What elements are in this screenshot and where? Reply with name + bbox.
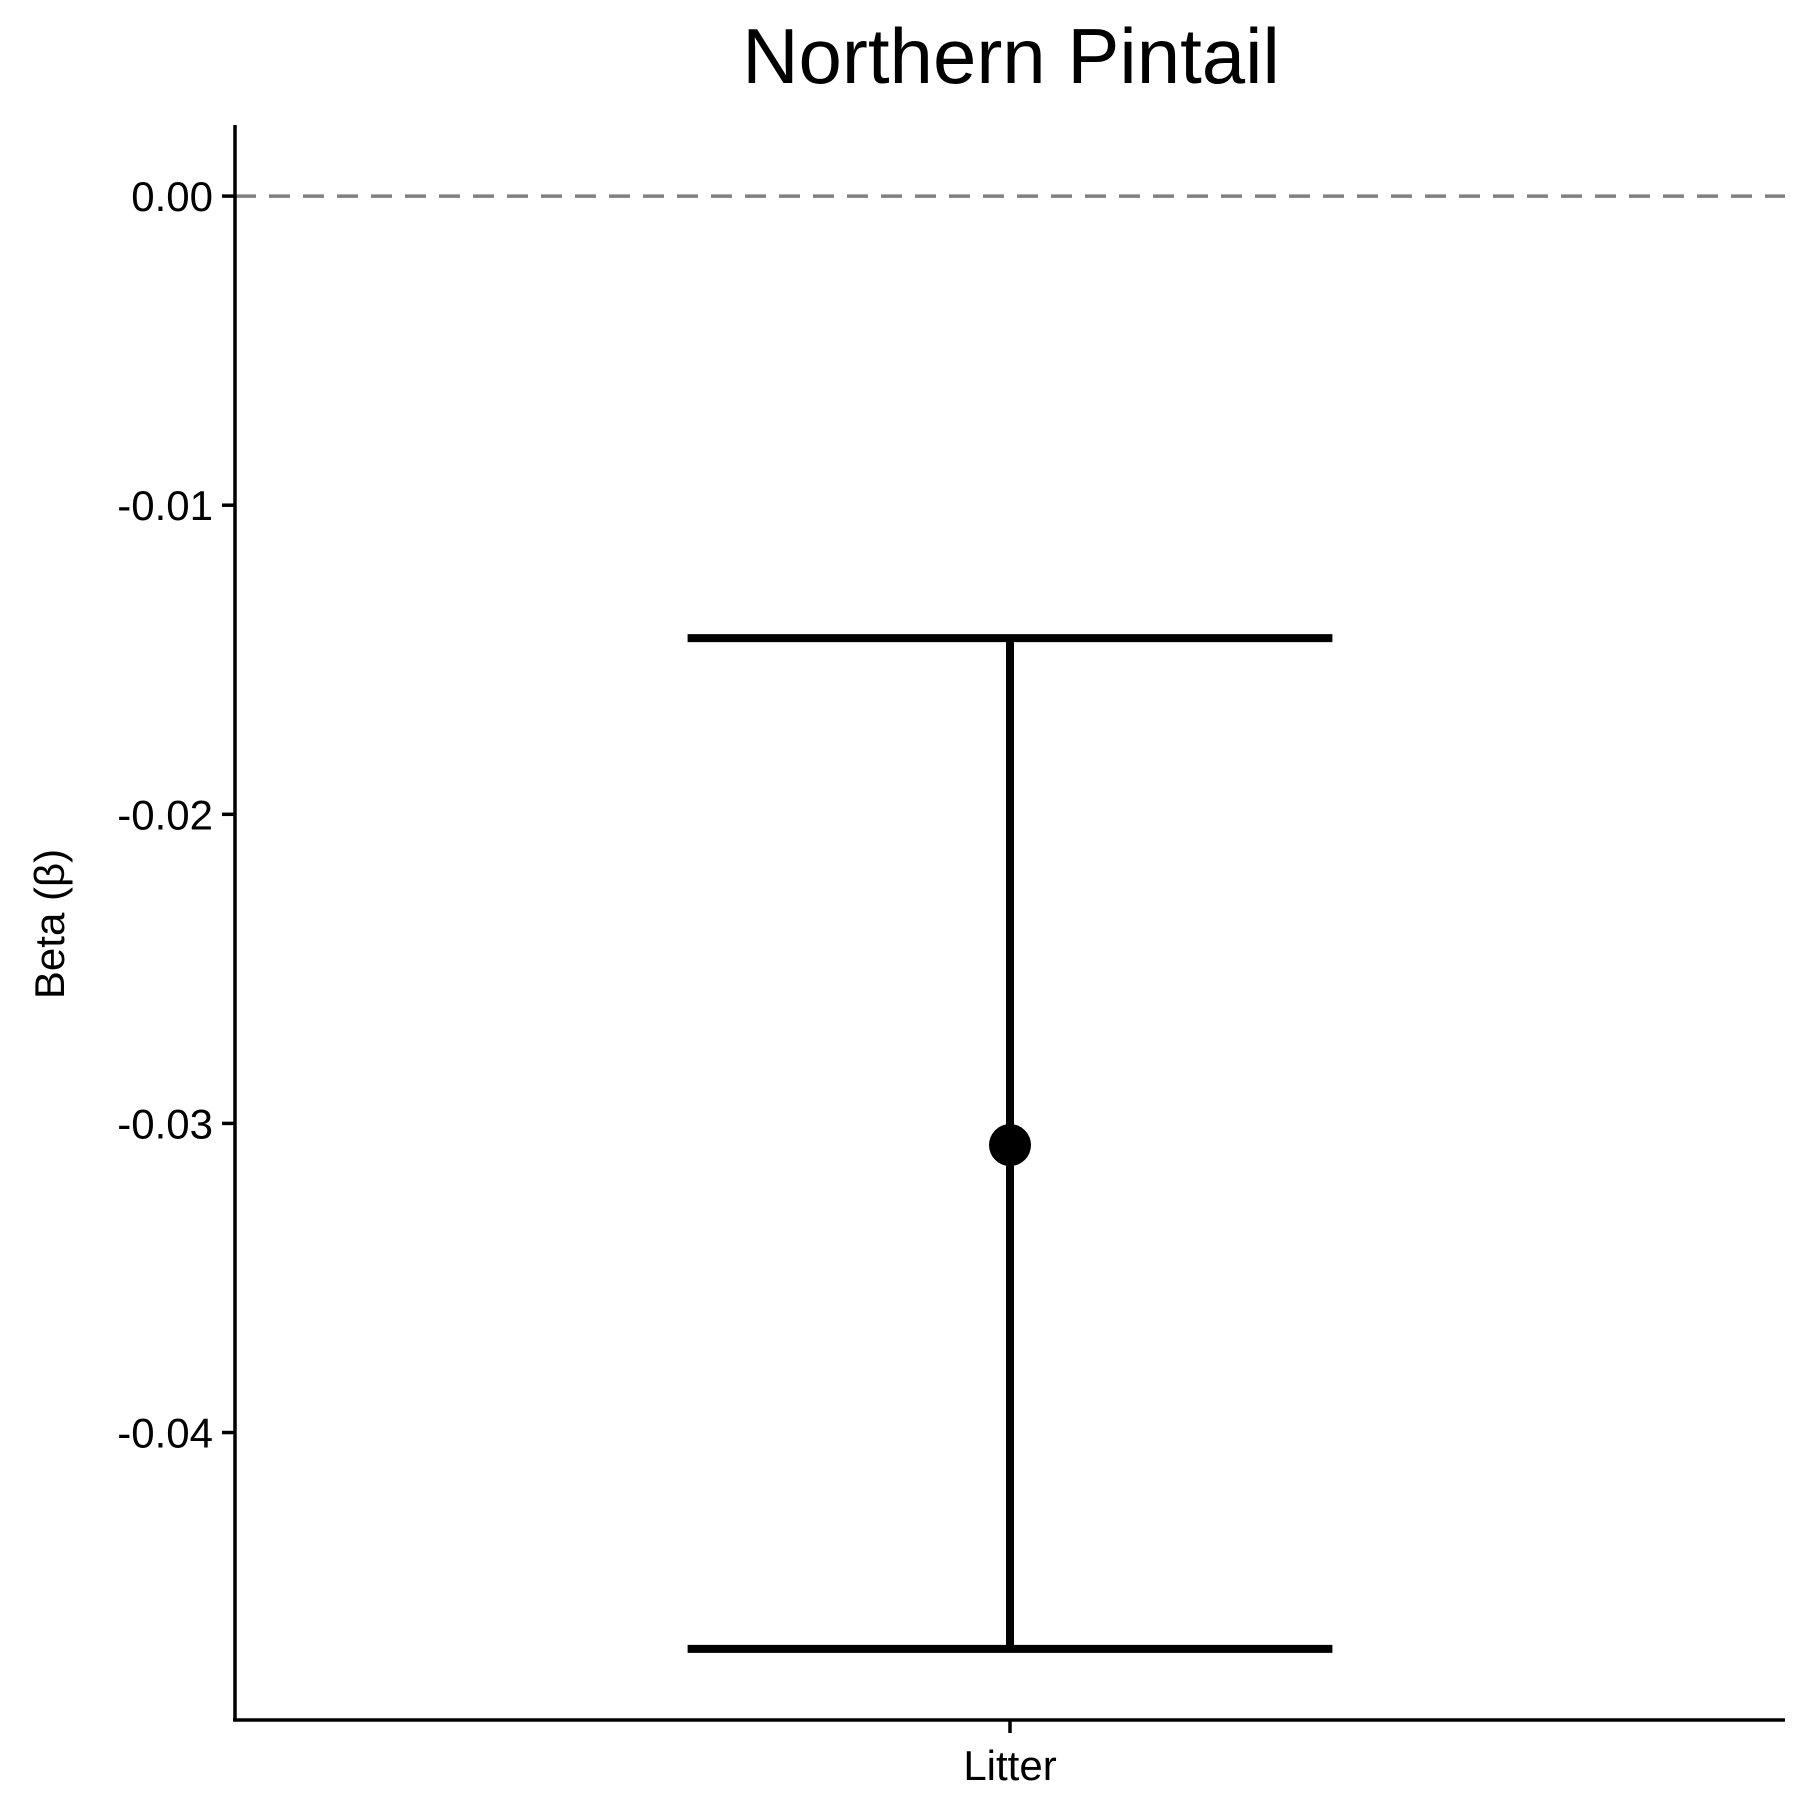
y-tick-label: -0.03 — [117, 1100, 213, 1147]
y-tick-label: -0.02 — [117, 791, 213, 838]
y-axis-title: Beta (β) — [26, 849, 73, 999]
plot-area: 0.00 -0.01 -0.02 -0.03 -0.04 Litter — [117, 125, 1785, 1789]
y-tick-label: -0.04 — [117, 1410, 213, 1457]
chart-title: Northern Pintail — [742, 12, 1280, 100]
x-tick-label: Litter — [963, 1742, 1056, 1789]
estimate-point — [989, 1124, 1031, 1167]
y-tick-label: 0.00 — [131, 173, 213, 220]
y-tick-label: -0.01 — [117, 482, 213, 529]
